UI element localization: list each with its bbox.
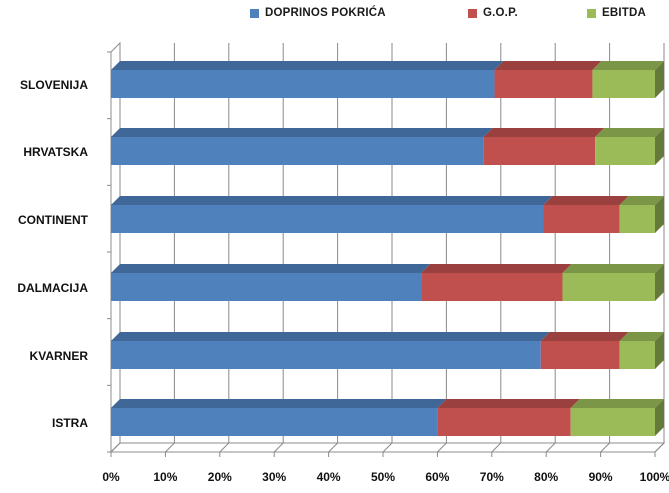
x-tick-label: 30%	[262, 470, 286, 484]
floor-gridline	[165, 442, 175, 453]
bar-segment	[570, 408, 655, 436]
bar-top	[494, 61, 602, 70]
bar-segment	[592, 70, 655, 98]
bar-top	[483, 128, 605, 137]
bar-segment	[595, 137, 655, 165]
x-tick-label: 40%	[317, 470, 341, 484]
legend-label: G.O.P.	[483, 7, 518, 19]
bar-segment	[111, 273, 422, 301]
bar-segment	[111, 341, 541, 369]
bar-end	[655, 61, 664, 98]
x-tick-label: 0%	[102, 470, 120, 484]
x-tick-label: 80%	[534, 470, 558, 484]
bar-segment	[619, 205, 655, 233]
floor-gridline	[219, 442, 230, 453]
legend-swatch	[250, 8, 259, 18]
floor-gridline	[437, 442, 447, 453]
x-tick-label: 10%	[153, 470, 177, 484]
legend-swatch	[587, 8, 596, 18]
bar-segment	[111, 137, 484, 165]
bar-segment	[562, 273, 655, 301]
bar-segment	[111, 70, 495, 98]
bar-end	[655, 196, 664, 233]
bar-top	[543, 196, 629, 205]
bar-top	[619, 196, 664, 205]
bar-segment	[619, 341, 655, 369]
side-wall	[110, 41, 121, 454]
bar-end	[655, 399, 664, 436]
chart-legend: DOPRINOS POKRIĆA G.O.P. EBITDA	[0, 7, 669, 27]
x-tick-label: 60%	[425, 470, 449, 484]
category-label: SLOVENIJA	[20, 78, 88, 92]
bar-top	[111, 128, 493, 137]
category-label: DALMACIJA	[17, 281, 88, 295]
category-label: KVARNER	[30, 349, 89, 363]
bar-top	[562, 264, 664, 273]
bar-segment	[540, 341, 620, 369]
floor-gridline	[654, 442, 665, 453]
legend-item: DOPRINOS POKRIĆA	[250, 7, 386, 19]
floor-gridline	[328, 442, 338, 453]
bar-top	[111, 196, 553, 205]
bar-top	[111, 399, 447, 408]
x-tick-label: 90%	[589, 470, 613, 484]
legend-item: EBITDA	[587, 7, 646, 19]
floor-gridline	[110, 442, 121, 453]
x-tick-label: 50%	[371, 470, 395, 484]
floor-gridline	[491, 442, 502, 453]
floor-gridline	[273, 442, 284, 453]
bar-top	[540, 332, 629, 341]
bar-segment	[483, 137, 596, 165]
x-tick-label: 70%	[480, 470, 504, 484]
bar-segment	[421, 273, 563, 301]
bar-top	[619, 332, 664, 341]
bar-top	[437, 399, 580, 408]
bar-top	[111, 61, 504, 70]
bar-top	[111, 264, 431, 273]
legend-item: G.O.P.	[468, 7, 518, 19]
bar-segment	[494, 70, 593, 98]
floor-gridline	[600, 442, 610, 453]
bar-top	[421, 264, 572, 273]
category-label: HRVATSKA	[23, 145, 88, 159]
bar-segment	[543, 205, 620, 233]
legend-label: DOPRINOS POKRIĆA	[265, 7, 386, 19]
bar-segment	[111, 408, 438, 436]
floor-gridline	[382, 442, 393, 453]
bar-end	[655, 332, 664, 369]
legend-label: EBITDA	[602, 7, 647, 19]
legend-swatch	[468, 8, 477, 18]
x-tick-label: 100%	[640, 470, 669, 484]
bar-top	[111, 332, 550, 341]
bar-segment	[111, 205, 544, 233]
category-label: CONTINENT	[18, 213, 89, 227]
bar-end	[655, 128, 664, 165]
bar-segment	[437, 408, 571, 436]
bar-end	[655, 264, 664, 301]
category-label: ISTRA	[52, 416, 88, 430]
floor-gridline	[545, 442, 556, 453]
x-tick-label: 20%	[208, 470, 232, 484]
bar-top	[592, 61, 664, 70]
bar-top	[570, 399, 664, 408]
bar-top	[595, 128, 664, 137]
